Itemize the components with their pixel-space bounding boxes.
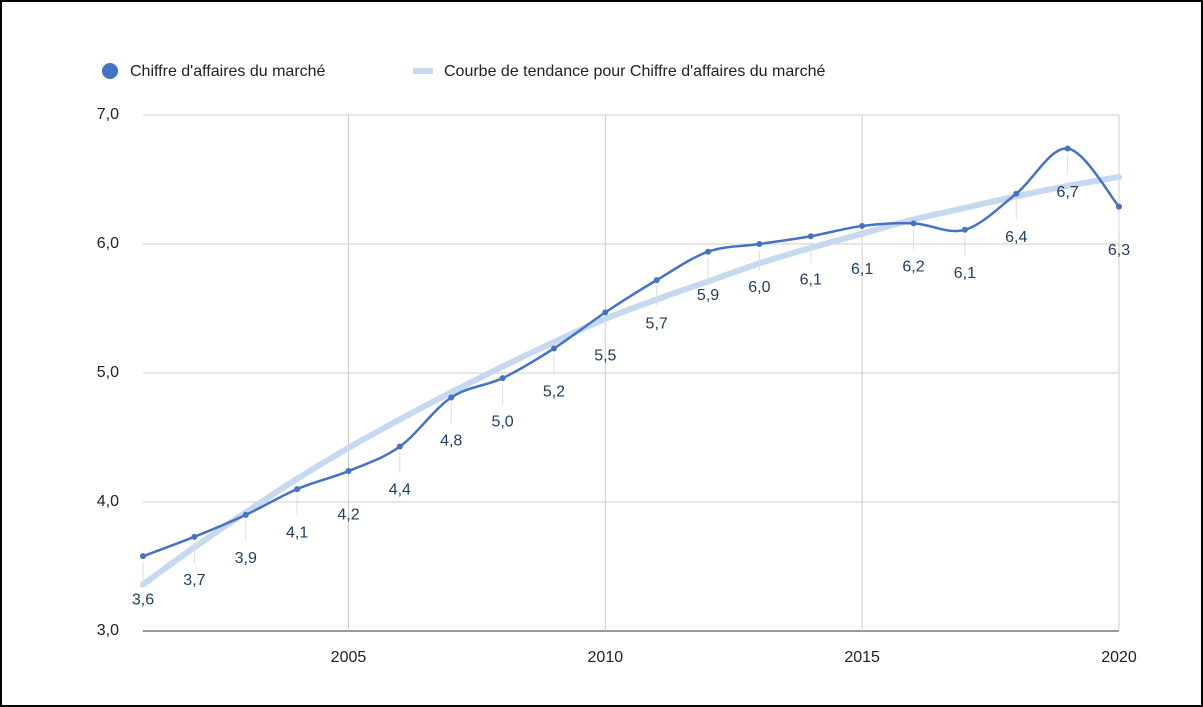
- data-label: 6,1: [800, 271, 822, 288]
- point: [242, 511, 249, 518]
- y-tick-label: 4,0: [97, 493, 119, 510]
- point: [191, 533, 198, 540]
- data-label: 4,8: [440, 433, 462, 450]
- point: [345, 468, 352, 475]
- data-label: 6,7: [1057, 184, 1079, 201]
- data-label: 3,9: [235, 550, 257, 567]
- data-label: 3,6: [132, 591, 154, 608]
- data-label: 4,4: [389, 482, 411, 499]
- point: [859, 222, 866, 229]
- point: [550, 345, 557, 352]
- point: [653, 277, 660, 284]
- data-label: 6,1: [954, 265, 976, 282]
- point: [807, 233, 814, 240]
- y-tick-label: 5,0: [97, 364, 119, 381]
- point: [910, 220, 917, 227]
- data-label: 4,1: [286, 524, 308, 541]
- x-tick-label: 2010: [588, 649, 624, 666]
- data-label: 5,0: [491, 413, 513, 430]
- point: [1064, 145, 1071, 152]
- data-label: 6,0: [748, 279, 770, 296]
- y-tick-label: 6,0: [97, 235, 119, 252]
- data-label: 5,2: [543, 384, 565, 401]
- y-tick-label: 3,0: [97, 622, 119, 639]
- point: [499, 375, 506, 382]
- point: [1013, 190, 1020, 197]
- point: [602, 309, 609, 316]
- legend-marker: [102, 63, 118, 79]
- point: [140, 553, 146, 560]
- point: [961, 226, 968, 233]
- data-label: 5,5: [594, 348, 616, 365]
- data-label: 6,3: [1108, 242, 1130, 259]
- legend-label: Chiffre d'affaires du marché: [130, 63, 326, 80]
- x-tick-label: 2015: [844, 649, 880, 666]
- legend-label: Courbe de tendance pour Chiffre d'affair…: [444, 63, 825, 80]
- data-label: 6,4: [1005, 229, 1027, 246]
- data-label: 5,7: [646, 315, 668, 332]
- point: [448, 394, 455, 401]
- point: [705, 248, 712, 255]
- point: [756, 241, 763, 247]
- point: [294, 486, 301, 493]
- x-tick-label: 2005: [331, 649, 367, 666]
- point: [1116, 203, 1122, 210]
- line: [141, 147, 1121, 558]
- y-tick-label: 7,0: [97, 106, 119, 123]
- trend-line: [140, 173, 1122, 588]
- point: [396, 443, 403, 450]
- data-label: 3,7: [183, 572, 205, 589]
- data-label: 6,2: [902, 259, 924, 276]
- x-tick-label: 2020: [1101, 649, 1137, 666]
- data-label: 5,9: [697, 287, 719, 304]
- data-label: 4,2: [337, 506, 359, 523]
- data-label: 6,1: [851, 261, 873, 278]
